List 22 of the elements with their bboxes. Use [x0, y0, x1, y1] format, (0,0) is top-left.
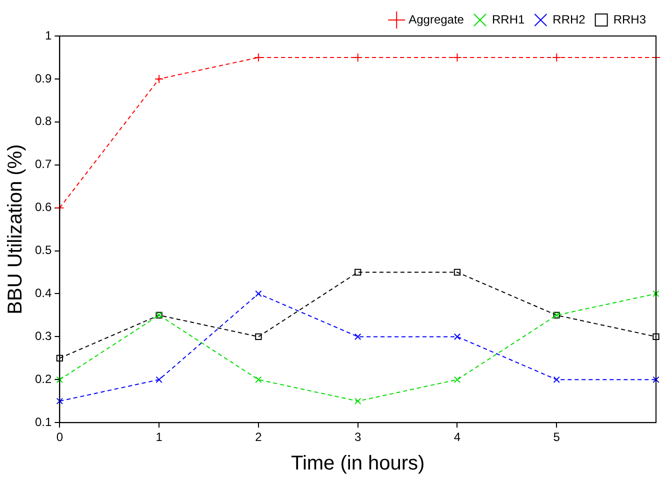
x-tick-label: 5	[553, 430, 560, 444]
y-tick-label: 0.3	[34, 329, 52, 343]
x-tick-label: 0	[56, 430, 64, 444]
y-axis-title: BBU Utilization (%)	[4, 144, 27, 314]
x-axis-title: Time (in hours)	[290, 452, 425, 475]
y-tick-label: 0.1	[34, 414, 52, 429]
y-tick-label: 0.6	[34, 200, 52, 214]
x-tick-label: 4	[454, 430, 461, 444]
x-tick-label: 3	[354, 430, 362, 444]
legend-label: RRH3	[613, 12, 646, 26]
legend-label: Aggregate	[408, 12, 464, 26]
y-tick-label: 0.7	[34, 157, 52, 172]
y-tick-label: 0.5	[34, 243, 52, 258]
legend-label: RRH2	[552, 12, 586, 26]
y-tick-label: 0.2	[34, 372, 52, 386]
y-tick-label: 1	[44, 28, 52, 42]
y-tick-label: 0.9	[34, 71, 52, 86]
x-tick-label: 1	[156, 430, 163, 444]
y-tick-label: 0.8	[34, 114, 52, 128]
y-tick-label: 0.4	[34, 286, 52, 300]
x-tick-label: 2	[255, 430, 262, 444]
legend-label: RRH1	[492, 12, 525, 26]
